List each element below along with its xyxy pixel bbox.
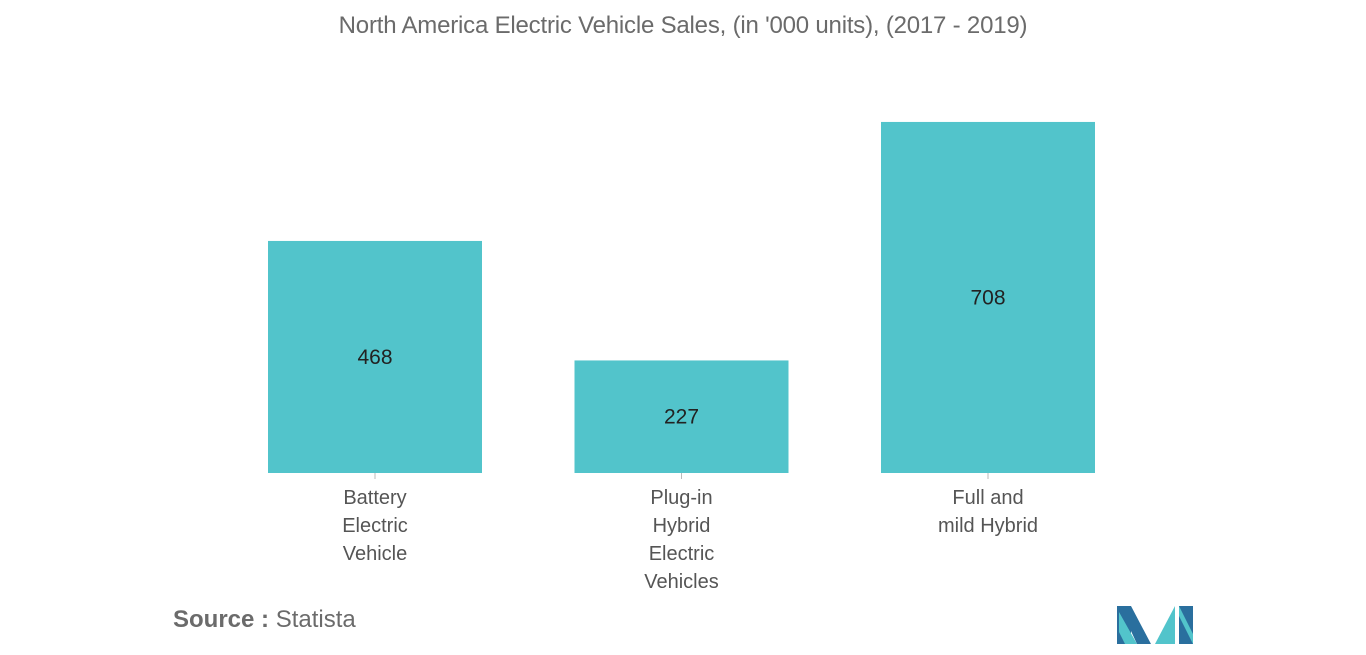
category-label-1-line-2: Electric (649, 543, 715, 565)
chart-title: North America Electric Vehicle Sales, (i… (338, 12, 1028, 39)
bar-chart: 468 227 708 Battery Electric Vehicle Plug-in H… (268, 121, 1095, 593)
axis-ticks-group (374, 473, 989, 479)
category-label-1-line-0: Plug-in (650, 487, 712, 509)
category-label-0-line-0: Battery (343, 487, 406, 509)
data-label-2: 708 (970, 286, 1005, 309)
bar-1 (574, 360, 789, 473)
category-label-2-line-0: Full and (952, 487, 1023, 509)
category-label-0-line-1: Electric (342, 515, 408, 537)
data-labels-group: 468 227 708 (357, 286, 1005, 428)
data-label-0: 468 (357, 346, 392, 369)
category-label-0-line-2: Vehicle (343, 543, 408, 565)
bar-0 (268, 240, 482, 473)
source-label: Source : (173, 606, 270, 633)
data-label-1: 227 (664, 406, 699, 429)
source-value: Statista (275, 606, 356, 633)
category-labels-group: Battery Electric Vehicle Plug-in Hybrid Elect… (342, 487, 1038, 593)
category-label-1-line-3: Vehicles (644, 571, 719, 593)
mordor-intelligence-logo-icon (1117, 606, 1193, 644)
bar-2 (881, 121, 1095, 473)
bars-group (268, 121, 1095, 473)
category-label-1-line-1: Hybrid (653, 515, 711, 537)
source-note: Source : Statista (173, 606, 356, 634)
category-label-2-line-1: mild Hybrid (938, 515, 1038, 537)
